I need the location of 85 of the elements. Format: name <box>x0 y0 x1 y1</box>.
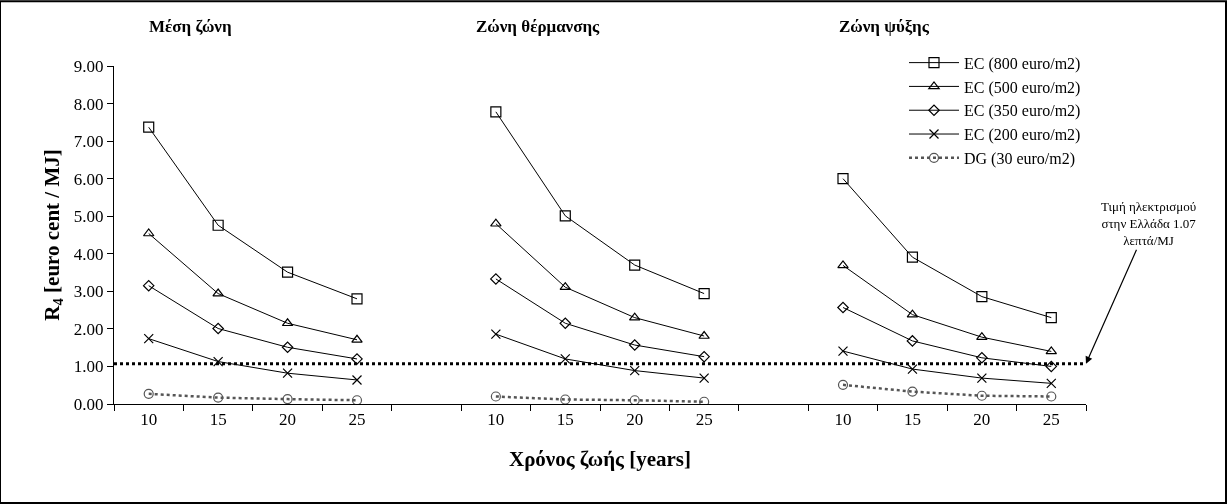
point <box>281 266 294 278</box>
point <box>837 379 849 390</box>
point <box>490 273 502 285</box>
point <box>837 301 849 314</box>
x-tick-label: 25 <box>1042 410 1060 430</box>
y-tick-label: 5.00 <box>73 207 104 227</box>
point <box>559 210 571 222</box>
x-tick-label: 10 <box>140 410 158 430</box>
point <box>143 333 154 344</box>
x-tick-label: 15 <box>556 410 574 430</box>
point <box>837 345 849 357</box>
y-tick-label: 4.00 <box>73 244 104 264</box>
ref-line-label: Τιμή ηλεκτρισμού στην Ελλάδα 1.07 λεπτά/MJ <box>1101 199 1197 248</box>
point <box>490 106 502 118</box>
point <box>1046 391 1057 402</box>
point <box>351 374 363 386</box>
text: Ζώνη θέρμανσης <box>476 17 601 36</box>
point <box>907 363 918 375</box>
x-tick-label: 20 <box>279 410 297 430</box>
point <box>351 293 363 305</box>
point <box>351 334 363 343</box>
x-tick-label: 15 <box>903 410 921 430</box>
point <box>213 392 224 403</box>
point <box>282 394 293 404</box>
y-tick-label: 9.00 <box>73 56 104 76</box>
point <box>629 395 640 404</box>
legend-label: EC (200 euro/m2) <box>964 126 1081 145</box>
point <box>837 260 849 269</box>
y-tick-label: 8.00 <box>73 94 104 114</box>
point <box>698 287 710 300</box>
point <box>490 329 501 340</box>
point <box>906 251 919 263</box>
point <box>1045 360 1058 373</box>
text: Ζώνη ψύξης <box>839 17 930 36</box>
y-tick-label: 1.00 <box>73 357 104 377</box>
legend-label: EC (800 euro/m2) <box>964 54 1081 73</box>
x-tick-label: 25 <box>695 410 713 430</box>
point <box>213 356 224 367</box>
point <box>212 219 224 231</box>
point <box>976 372 987 384</box>
x-tick-label: 10 <box>487 410 505 430</box>
point <box>699 396 710 404</box>
legend-label: DG (30 euro/m2) <box>964 150 1076 169</box>
x-tick-label: 10 <box>834 410 852 430</box>
point <box>560 394 571 404</box>
point <box>837 173 849 185</box>
point <box>142 279 155 292</box>
point <box>282 368 293 379</box>
point <box>351 395 363 404</box>
point <box>907 386 918 397</box>
x-tick-label: 25 <box>348 410 366 430</box>
x-axis-title: Χρόνος ζωής [years] <box>508 446 692 471</box>
y-tick-label: 0.00 <box>73 394 104 414</box>
text: Μέση ζώνη <box>149 17 232 36</box>
point <box>212 322 224 335</box>
x-tick-label: 15 <box>209 410 227 430</box>
x-tick-label: 20 <box>626 410 644 430</box>
x-tick-label: 20 <box>973 410 991 430</box>
point <box>976 290 988 303</box>
point <box>143 388 154 399</box>
y-tick-label: 3.00 <box>73 282 104 302</box>
point <box>698 330 710 339</box>
point <box>699 372 710 384</box>
legend-label: EC (350 euro/m2) <box>964 102 1081 121</box>
point <box>1046 378 1057 389</box>
point <box>698 350 710 363</box>
y-tick-label: 6.00 <box>73 169 104 189</box>
legend-label: EC (500 euro/m2) <box>964 78 1081 97</box>
point <box>559 317 572 330</box>
point <box>976 352 988 364</box>
point <box>976 390 987 401</box>
point <box>1045 312 1057 324</box>
point <box>490 391 501 402</box>
y-tick-label: 2.00 <box>73 319 104 339</box>
point <box>212 288 224 297</box>
point <box>490 218 502 227</box>
point <box>906 335 919 347</box>
point <box>143 121 155 133</box>
point <box>629 365 640 376</box>
point <box>351 353 363 365</box>
point <box>628 339 641 351</box>
point <box>560 353 571 365</box>
y-tick-label: 7.00 <box>73 132 104 152</box>
point <box>629 259 641 271</box>
point <box>281 341 294 354</box>
